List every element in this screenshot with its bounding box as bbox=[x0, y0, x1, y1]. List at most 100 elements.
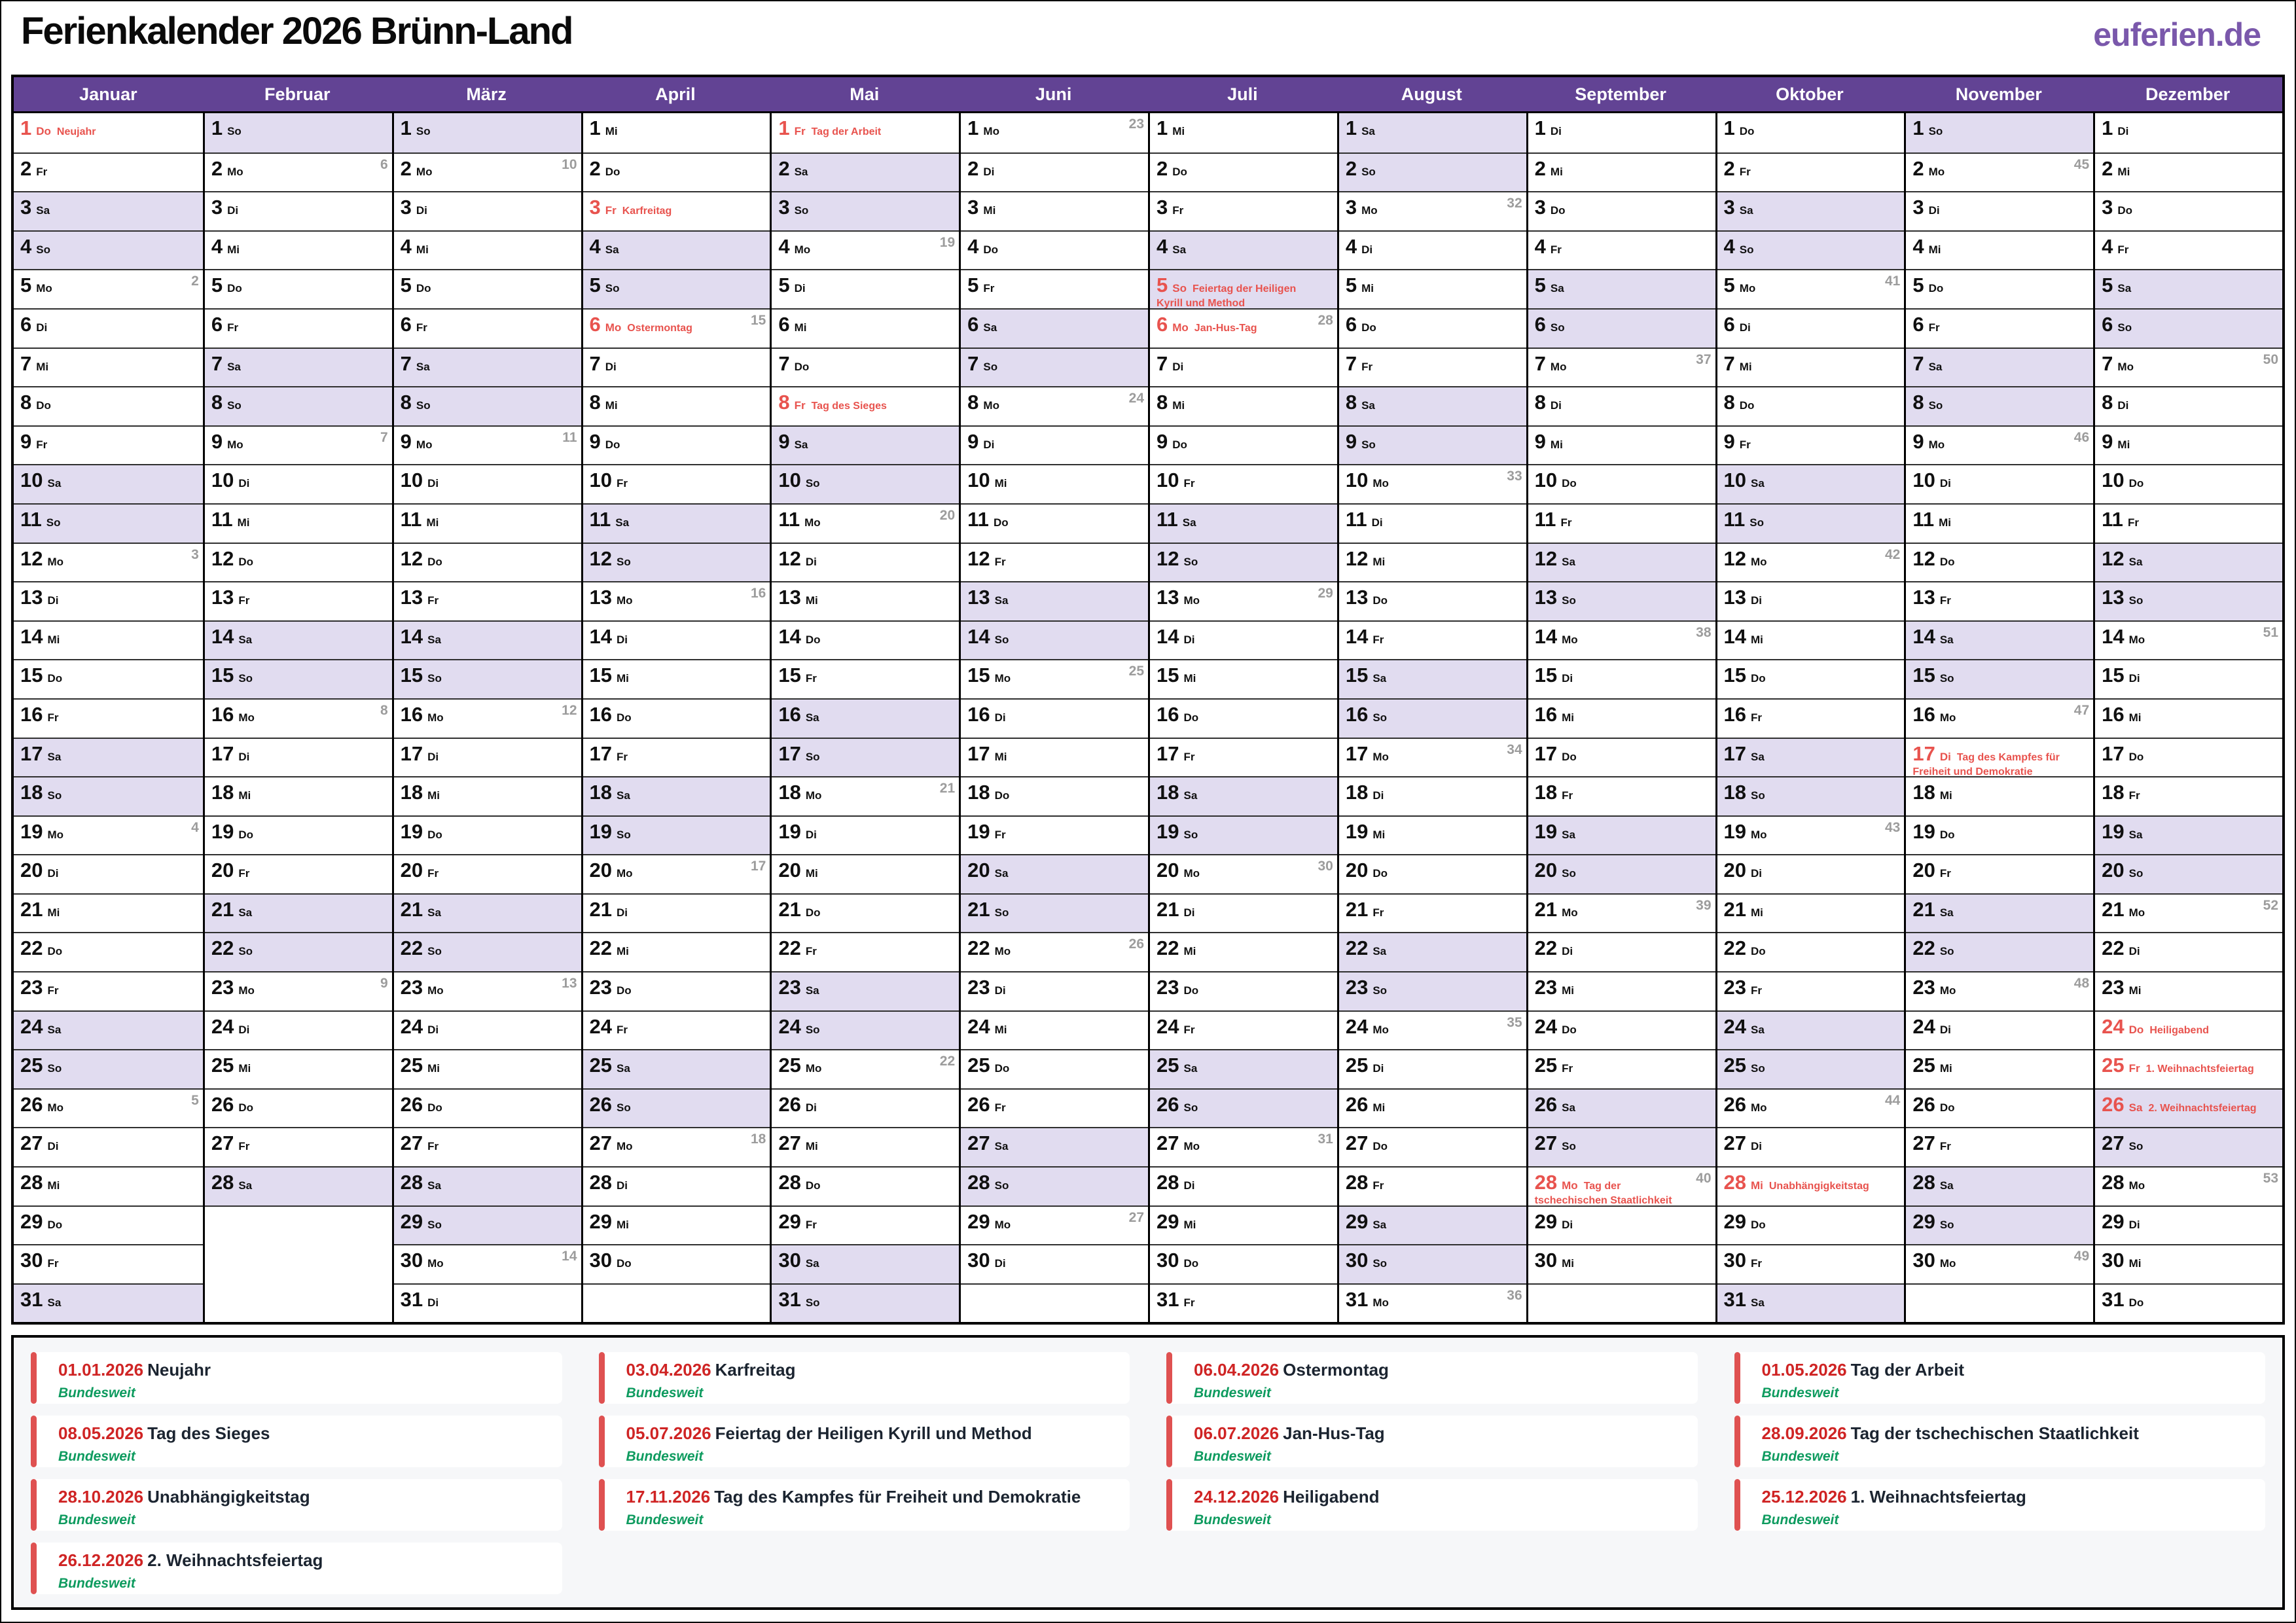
day-number: 4 bbox=[400, 234, 412, 258]
day-number: 3 bbox=[211, 196, 223, 219]
day-number: 29 bbox=[1912, 1209, 1935, 1233]
month-header-mai: Mai bbox=[850, 84, 880, 104]
weekday-abbr: Fr bbox=[805, 945, 817, 958]
week-number: 7 bbox=[380, 429, 388, 445]
weekday-abbr: Do bbox=[983, 243, 999, 256]
legend-item-name: Jan-Hus-Tag bbox=[1283, 1423, 1385, 1443]
weekday-abbr: So bbox=[1550, 321, 1565, 334]
day-number: 3 bbox=[589, 196, 601, 219]
weekday-abbr: Mo bbox=[47, 555, 64, 568]
day-cell: 9 Do bbox=[583, 425, 770, 465]
weekday-abbr: Mo bbox=[1183, 594, 1200, 607]
day-number: 9 bbox=[1345, 429, 1357, 453]
weekday-abbr: Di bbox=[1172, 360, 1184, 373]
day-number: 9 bbox=[1912, 429, 1924, 453]
weekday-abbr: Mi bbox=[238, 789, 251, 802]
day-cell: 13 Mo 29 bbox=[1150, 581, 1337, 620]
day-number: 31 bbox=[778, 1287, 801, 1311]
week-number: 19 bbox=[939, 234, 956, 250]
day-cell: 10 Di bbox=[393, 464, 581, 503]
day-cell: 29 Fr bbox=[772, 1205, 960, 1245]
day-number: 25 bbox=[211, 1054, 234, 1077]
day-cell: 29 Di bbox=[2095, 1205, 2282, 1245]
legend-item-title: 26.12.2026 2. Weihnachtsfeiertag bbox=[58, 1550, 550, 1570]
weekday-abbr: Sa bbox=[1928, 360, 1943, 373]
weekday-abbr: Do bbox=[1750, 1218, 1766, 1231]
day-cell: 10 Do bbox=[1528, 464, 1715, 503]
day-number: 30 bbox=[1912, 1249, 1935, 1272]
legend-item: 06.07.2026 Jan-Hus-Tag Bundesweit bbox=[1166, 1416, 1698, 1467]
day-cell: 15 Do bbox=[14, 659, 203, 698]
weekday-abbr: Mo bbox=[227, 165, 243, 178]
day-cell: 29 Mo 27 bbox=[961, 1205, 1148, 1245]
weekday-abbr: Mo bbox=[227, 438, 243, 451]
day-cell: 31 Do bbox=[2095, 1283, 2282, 1323]
day-cell: 16 Mo 12 bbox=[393, 698, 581, 738]
weekday-abbr: Mo bbox=[1939, 711, 1956, 724]
day-cell: 6 Sa bbox=[961, 308, 1148, 348]
weekday-abbr: So bbox=[1939, 945, 1954, 958]
month-header-märz: März bbox=[466, 84, 507, 104]
legend-item-date: 01.01.2026 bbox=[58, 1360, 144, 1380]
day-cell: 22 Mi bbox=[583, 932, 770, 972]
day-cell: 9 Mo 7 bbox=[204, 425, 392, 465]
day-number: 2 bbox=[1345, 156, 1357, 180]
day-number: 28 bbox=[20, 1171, 43, 1194]
weekday-abbr: Fr bbox=[1550, 243, 1562, 256]
day-cell: 26 Sa bbox=[1528, 1088, 1715, 1128]
weekday-abbr: Di bbox=[805, 555, 817, 568]
weekday-abbr: So bbox=[994, 906, 1009, 919]
day-number: 13 bbox=[1534, 586, 1558, 609]
weekday-abbr: Mi bbox=[1939, 789, 1952, 802]
weekday-abbr: Fr bbox=[416, 321, 427, 334]
weekday-abbr: Sa bbox=[1182, 516, 1196, 529]
day-number: 3 bbox=[20, 196, 32, 219]
day-cell: 26 Do bbox=[393, 1088, 581, 1128]
weekday-abbr: Do bbox=[1562, 477, 1577, 490]
day-number: 12 bbox=[211, 546, 234, 570]
day-cell: 4 Di bbox=[1338, 230, 1526, 270]
day-number: 16 bbox=[589, 702, 612, 726]
weekday-abbr: Do bbox=[36, 399, 51, 412]
day-cell: 4 Mi bbox=[204, 230, 392, 270]
weekday-abbr: Sa bbox=[238, 633, 253, 646]
weekday-abbr: Mo bbox=[2128, 633, 2145, 646]
day-cell: 21 Sa bbox=[393, 893, 581, 933]
day-cell: 11 So bbox=[1717, 503, 1905, 543]
page-title: Ferienkalender 2026 Brünn-Land bbox=[21, 10, 573, 52]
year-calendar-table: Januar Februar März April Mai Juni Juli August S… bbox=[11, 75, 2285, 1325]
legend-item-name: 1. Weihnachtsfeiertag bbox=[1850, 1487, 2026, 1507]
day-cell: 7 Di bbox=[1150, 347, 1337, 387]
day-cell: 21 Mo 39 bbox=[1528, 893, 1715, 933]
weekday-abbr: Do bbox=[605, 438, 620, 451]
day-number: 28 bbox=[1157, 1171, 1179, 1194]
day-number: 1 bbox=[1534, 116, 1546, 139]
day-cell: 1 So bbox=[1906, 113, 2094, 152]
weekday-abbr: Di bbox=[238, 477, 250, 490]
weekday-abbr: Sa bbox=[994, 1140, 1009, 1153]
day-cell: 31 Mo 36 bbox=[1338, 1283, 1526, 1323]
day-cell: 17 Do bbox=[2095, 737, 2282, 777]
weekday-abbr: Sa bbox=[1361, 399, 1375, 412]
day-number: 31 bbox=[1345, 1287, 1369, 1311]
week-number: 39 bbox=[1696, 897, 1712, 913]
day-cell: 5 Mo 41 bbox=[1717, 269, 1905, 308]
weekday-abbr: Do bbox=[1183, 984, 1199, 997]
day-number: 3 bbox=[400, 196, 412, 219]
day-cell: 28 Di bbox=[583, 1166, 770, 1205]
day-number: 13 bbox=[211, 586, 234, 609]
weekday-abbr: Do bbox=[36, 125, 51, 137]
day-cell: 15 Sa bbox=[1338, 659, 1526, 698]
weekday-abbr: Sa bbox=[994, 867, 1009, 880]
day-cell: 12 So bbox=[1150, 542, 1337, 582]
weekday-abbr: Mo bbox=[2128, 1179, 2145, 1192]
day-cell: 12 Sa bbox=[2095, 542, 2282, 582]
day-cell: 12 Sa bbox=[1528, 542, 1715, 582]
day-cell: 23 Sa bbox=[772, 971, 960, 1010]
day-number: 21 bbox=[967, 897, 990, 921]
day-cell: 27 Fr bbox=[1906, 1127, 2094, 1167]
day-cell: 22 Mi bbox=[1150, 932, 1337, 972]
weekday-abbr: Mi bbox=[1939, 516, 1951, 529]
day-number: 20 bbox=[1912, 859, 1935, 882]
day-number: 22 bbox=[1345, 936, 1369, 960]
